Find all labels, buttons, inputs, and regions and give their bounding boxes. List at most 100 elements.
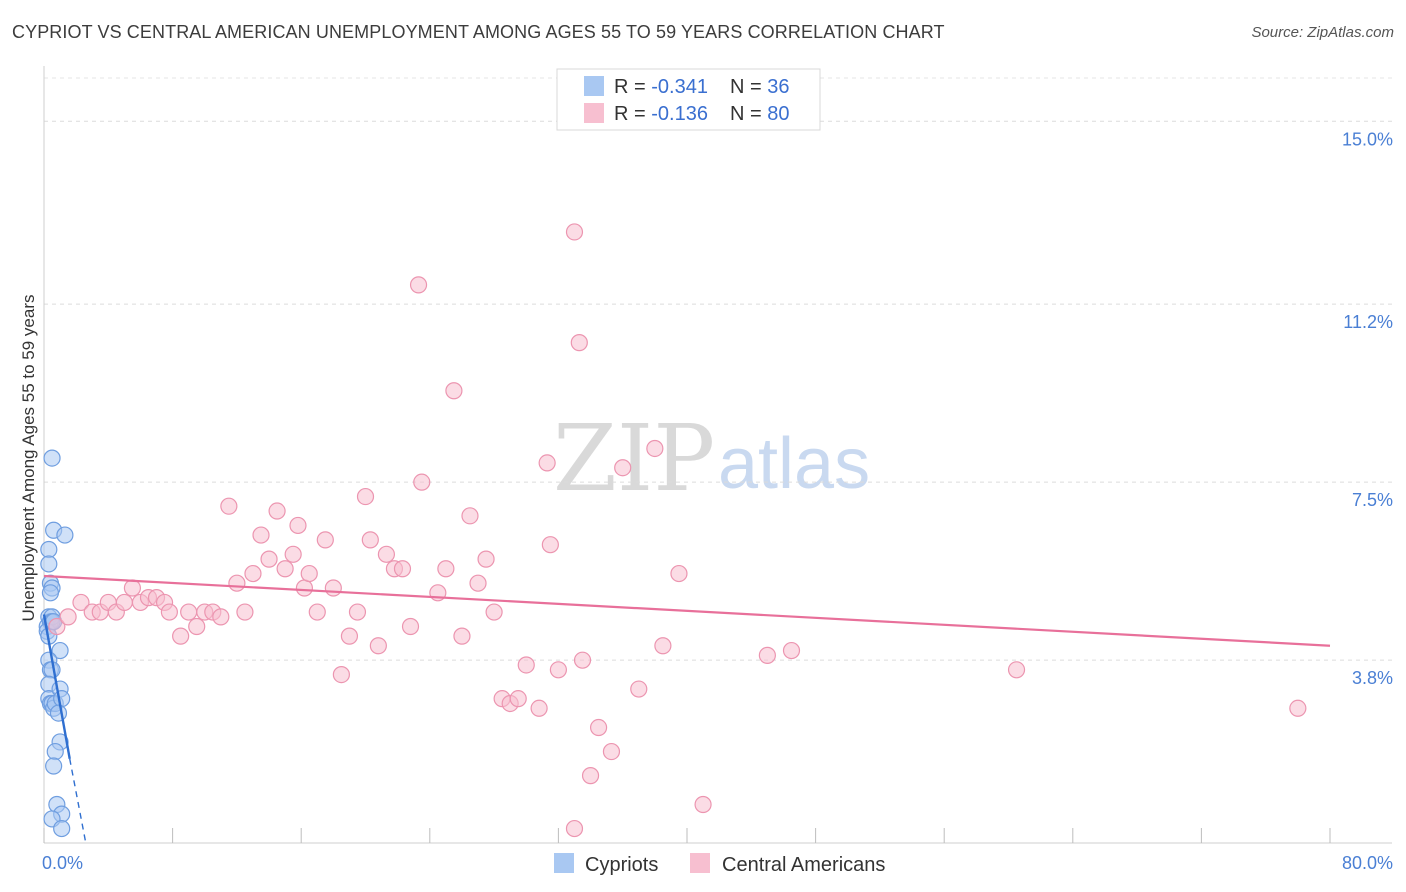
cypriots-point-16: [51, 641, 69, 660]
central-americans-point-34: [324, 579, 342, 597]
central-americans-point-59: [530, 699, 548, 717]
trend-line-central-americans: [43, 574, 1331, 647]
series-legend-swatch-central-americans: [690, 853, 710, 873]
legend-swatch-cypriots: [584, 76, 604, 96]
central-americans-point-73: [654, 637, 672, 655]
cypriots-point-7: [40, 540, 58, 559]
watermark-atlas: atlas: [718, 424, 870, 504]
central-americans-point-69: [602, 742, 621, 761]
central-americans-point-76: [758, 646, 776, 664]
watermark-zip: ZIP: [553, 405, 715, 512]
central-americans-point-53: [477, 550, 495, 568]
central-americans-point-74: [670, 564, 688, 583]
central-americans-point-79: [1289, 699, 1307, 717]
central-americans-point-27: [276, 560, 294, 578]
central-americans-point-29: [289, 516, 307, 535]
trend-lines: [42, 574, 1331, 844]
central-americans-point-37: [348, 603, 367, 621]
cypriots-point-28: [49, 704, 68, 722]
central-americans-point-68: [589, 718, 608, 737]
central-americans-point-48: [437, 560, 455, 578]
y-tick-label-2: 11.2%: [1343, 312, 1393, 332]
correlation-legend: R = -0.341 N = 36 R = -0.136 N = 80: [556, 68, 821, 131]
central-americans-point-72: [646, 439, 664, 458]
central-americans-point-58: [517, 656, 535, 674]
series-legend-label-central-americans: Central Americans: [722, 854, 885, 876]
legend-n-label-1: N =: [730, 76, 767, 98]
central-americans-point-54: [485, 603, 503, 621]
central-americans-point-60: [538, 454, 556, 472]
central-americans-point-33: [316, 531, 334, 549]
legend-r-label-1: R =: [614, 76, 651, 98]
trend-line-cypriots-extension: [69, 758, 87, 844]
legend-r-row-2: R = -0.136: [614, 103, 708, 125]
cypriots-point-27: [53, 690, 71, 708]
central-americans-point-71: [630, 680, 648, 698]
central-americans-point-41: [377, 545, 395, 563]
legend-r-row-1: R = -0.341: [614, 76, 708, 98]
legend-n-value-2: 80: [767, 103, 789, 125]
y-tick-label-3: 15.0%: [1342, 129, 1393, 149]
central-americans-point-7: [115, 593, 133, 612]
central-americans-point-39: [361, 531, 379, 549]
central-americans-point-62: [549, 661, 568, 679]
legend-r-value-1: -0.341: [651, 76, 708, 98]
y-axis-label: Unemployment Among Ages 55 to 59 years: [19, 295, 38, 622]
central-americans-point-67: [581, 767, 600, 785]
series-legend-label-cypriots: Cypriots: [585, 854, 658, 876]
chart-title: CYPRIOT VS CENTRAL AMERICAN UNEMPLOYMENT…: [12, 22, 945, 42]
central-americans-point-49: [445, 382, 463, 400]
central-americans-point-51: [461, 507, 479, 525]
central-americans-point-36: [340, 627, 359, 645]
central-americans-point-40: [369, 637, 387, 655]
central-americans-point-77: [782, 641, 801, 660]
central-americans-point-70: [614, 459, 632, 477]
central-americans-point-78: [1007, 661, 1026, 679]
legend-r-value-2: -0.136: [651, 103, 708, 125]
legend-swatch-central-americans: [584, 103, 604, 123]
central-americans-point-22: [236, 603, 254, 621]
series-central-americans-points: [48, 223, 1307, 838]
cypriots-point-35: [53, 819, 71, 838]
y-tick-label-0: 3.8%: [1352, 668, 1393, 688]
central-americans-point-61: [541, 536, 559, 554]
central-americans-point-65: [573, 651, 592, 669]
central-americans-point-16: [188, 617, 206, 636]
axes: [43, 66, 1392, 844]
central-americans-point-31: [300, 564, 318, 583]
cypriots-point-9: [56, 526, 74, 544]
source-credit: Source: ZipAtlas.com: [1251, 24, 1394, 41]
cypriots-point-31: [45, 757, 63, 775]
legend-n-row-2: N = 80: [730, 103, 790, 125]
central-americans-point-8: [123, 579, 142, 597]
central-americans-point-63: [565, 223, 584, 241]
central-americans-point-66: [565, 819, 584, 838]
central-americans-point-30: [295, 579, 314, 597]
trend-line-cypriots: [42, 614, 71, 760]
central-americans-point-44: [401, 617, 420, 636]
central-americans-point-46: [413, 473, 431, 491]
y-tick-label-1: 7.5%: [1352, 490, 1393, 510]
central-americans-point-45: [409, 276, 428, 294]
central-americans-point-0: [48, 617, 66, 636]
series-legend: Cypriots Central Americans: [554, 853, 885, 876]
central-americans-point-1: [59, 608, 77, 626]
central-americans-point-14: [172, 627, 190, 645]
legend-n-label-2: N =: [730, 103, 767, 125]
central-americans-point-57: [509, 690, 527, 708]
central-americans-point-2: [72, 593, 90, 612]
central-americans-point-43: [393, 560, 412, 578]
cypriots-point-10: [40, 555, 58, 573]
central-americans-point-64: [570, 334, 588, 352]
central-americans-point-75: [694, 795, 712, 814]
x-tick-label-min: 0.0%: [42, 853, 83, 873]
legend-r-label-2: R =: [614, 103, 651, 125]
cypriots-point-13: [41, 584, 60, 602]
x-tick-labels: 0.0% 80.0%: [42, 853, 1393, 873]
cypriots-point-6: [43, 449, 61, 467]
central-americans-point-32: [308, 603, 326, 621]
central-americans-point-23: [244, 564, 262, 583]
central-americans-point-38: [356, 487, 375, 506]
central-americans-point-52: [469, 574, 487, 592]
